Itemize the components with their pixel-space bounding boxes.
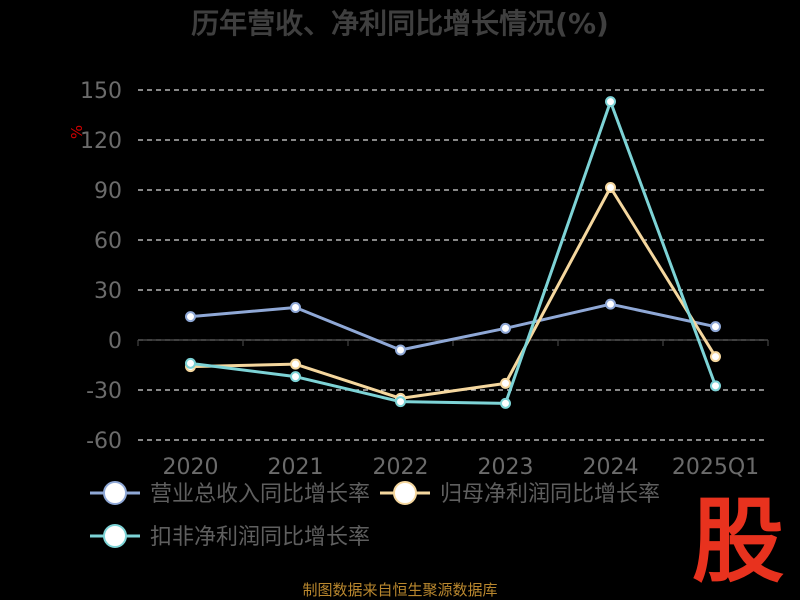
watermark-logo: 股 bbox=[692, 488, 784, 595]
y-tick-label: 120 bbox=[80, 129, 122, 154]
y-tick-label: 150 bbox=[80, 79, 122, 104]
legend-label: 归母净利润同比增长率 bbox=[440, 482, 660, 507]
data-point[interactable] bbox=[605, 182, 616, 193]
y-axis-unit: % bbox=[68, 125, 86, 139]
legend-label: 扣非净利润同比增长率 bbox=[150, 525, 370, 550]
y-tick-label: -30 bbox=[86, 379, 122, 404]
data-point[interactable] bbox=[500, 322, 511, 334]
y-axis-ticks: 150 120 90 60 30 0 -30 -60 bbox=[80, 79, 122, 454]
data-point[interactable] bbox=[395, 344, 406, 356]
x-tick-label: 2023 bbox=[478, 455, 534, 480]
series-line bbox=[190, 100, 717, 405]
series-line bbox=[190, 302, 716, 352]
data-point[interactable] bbox=[710, 321, 721, 333]
series-2 bbox=[185, 96, 721, 409]
series-1 bbox=[185, 182, 721, 404]
data-point[interactable] bbox=[395, 396, 406, 408]
y-tick-label: -60 bbox=[86, 429, 122, 454]
chart-title: 历年营收、净利同比增长情况(%) bbox=[191, 7, 609, 40]
x-axis: 2020 2021 2022 2023 2024 2025Q1 bbox=[137, 339, 769, 480]
legend-marker-icon bbox=[393, 481, 417, 505]
series-0 bbox=[185, 298, 721, 356]
y-tick-label: 90 bbox=[94, 179, 122, 204]
data-point[interactable] bbox=[710, 351, 721, 363]
data-point[interactable] bbox=[185, 311, 196, 323]
data-point[interactable] bbox=[605, 96, 616, 108]
legend-item[interactable]: 扣非净利润同比增长率 bbox=[90, 524, 370, 550]
series-group bbox=[185, 96, 721, 409]
data-point[interactable] bbox=[500, 377, 511, 389]
legend-marker-icon bbox=[103, 524, 127, 548]
data-point[interactable] bbox=[710, 380, 721, 392]
x-tick-label: 2021 bbox=[268, 455, 324, 480]
data-point[interactable] bbox=[290, 358, 301, 370]
gridlines bbox=[138, 89, 768, 441]
x-tick-label: 2022 bbox=[373, 455, 429, 480]
legend-label: 营业总收入同比增长率 bbox=[150, 482, 370, 507]
y-tick-label: 30 bbox=[94, 279, 122, 304]
legend-item[interactable]: 归母净利润同比增长率 bbox=[380, 481, 660, 507]
data-point[interactable] bbox=[605, 298, 616, 310]
x-tick-label: 2025Q1 bbox=[672, 455, 759, 480]
legend-item[interactable]: 营业总收入同比增长率 bbox=[90, 481, 370, 507]
y-tick-label: 60 bbox=[94, 229, 122, 254]
legend-marker-icon bbox=[103, 481, 127, 505]
x-tick-label: 2024 bbox=[583, 455, 639, 480]
data-point[interactable] bbox=[290, 371, 301, 383]
source-note: 制图数据来自恒生聚源数据库 bbox=[302, 581, 497, 599]
data-point[interactable] bbox=[500, 397, 511, 409]
y-tick-label: 0 bbox=[108, 329, 122, 354]
data-point[interactable] bbox=[185, 357, 196, 369]
data-point[interactable] bbox=[290, 302, 301, 313]
series-line bbox=[190, 186, 717, 400]
x-tick-label: 2020 bbox=[163, 455, 219, 480]
